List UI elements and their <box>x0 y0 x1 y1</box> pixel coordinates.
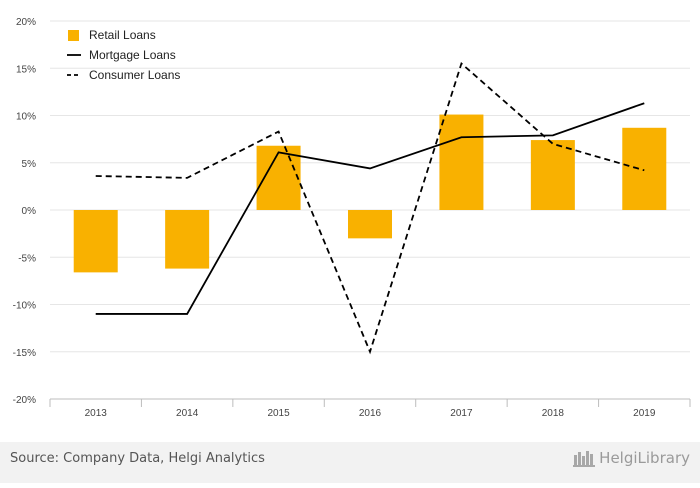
retail-loans-bar <box>165 210 210 269</box>
x-tick-label: 2014 <box>176 408 199 419</box>
consumer-loans-line <box>95 61 645 355</box>
x-tick-label: 2017 <box>450 408 473 419</box>
legend-label: Retail Loans <box>89 28 156 42</box>
x-tick-label: 2018 <box>542 408 565 419</box>
retail-loans-bar <box>439 114 484 210</box>
legend: Retail Loans Mortgage Loans Consumer Loans <box>67 28 180 82</box>
x-tick-label: 2019 <box>633 408 656 419</box>
source-text: Source: Company Data, Helgi Analytics <box>10 451 265 466</box>
legend-swatch-retail-loans <box>68 30 79 41</box>
y-tick-label: 5% <box>22 159 37 170</box>
y-tick-label: -10% <box>13 301 36 312</box>
y-axis-ticks: -20% -15% -10% -5% 0% 5% 10% 15% 20% <box>13 17 36 406</box>
y-tick-label: 10% <box>16 112 36 123</box>
retail-loans-bar <box>622 127 667 210</box>
retail-loans-bars <box>73 114 667 273</box>
y-tick-label: 20% <box>16 17 36 28</box>
x-axis: 2013 2014 2015 2016 2017 2018 2019 <box>49 398 691 419</box>
legend-label: Mortgage Loans <box>89 48 176 62</box>
brand-name: HelgiLibrary <box>599 449 690 467</box>
x-tick-label: 2016 <box>359 408 382 419</box>
mortgage-loans-line <box>95 102 645 315</box>
legend-label: Consumer Loans <box>89 68 180 82</box>
retail-loans-bar <box>73 210 118 273</box>
library-icon <box>573 451 596 467</box>
y-tick-label: 0% <box>22 206 37 217</box>
x-tick-label: 2015 <box>267 408 290 419</box>
retail-loans-bar <box>348 210 392 239</box>
y-tick-label: 15% <box>16 64 36 75</box>
y-tick-label: -15% <box>13 348 36 359</box>
y-tick-label: -20% <box>13 395 36 406</box>
retail-loans-bar <box>530 140 575 210</box>
loan-lines <box>95 61 645 355</box>
y-tick-label: -5% <box>18 253 36 264</box>
x-tick-label: 2013 <box>85 408 108 419</box>
brand-logo[interactable]: HelgiLibrary <box>573 449 690 467</box>
